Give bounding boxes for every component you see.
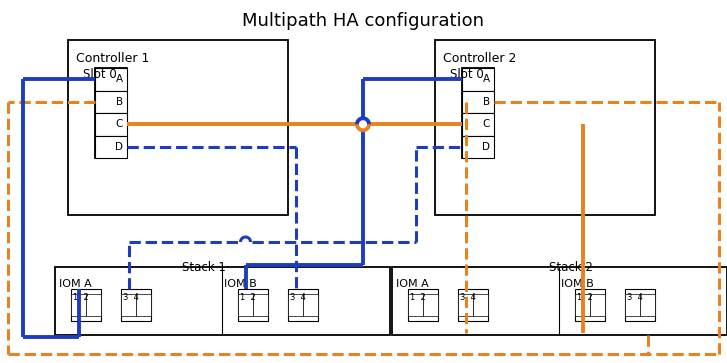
Text: Multipath HA configuration: Multipath HA configuration [243, 12, 484, 30]
Text: C: C [483, 119, 490, 129]
Text: Slot 0: Slot 0 [450, 68, 483, 81]
Bar [238, 289, 268, 321]
Bar [462, 68, 494, 90]
Bar [121, 294, 136, 316]
Text: Stack 2: Stack 2 [549, 261, 593, 274]
Text: 1  2: 1 2 [577, 293, 593, 302]
Text: Slot 0: Slot 0 [83, 68, 117, 81]
Bar [121, 289, 151, 321]
Text: 3  4: 3 4 [627, 293, 643, 302]
Bar [303, 294, 318, 316]
Bar [288, 289, 318, 321]
Bar [95, 90, 127, 113]
Text: B: B [483, 97, 490, 107]
Bar [575, 294, 590, 316]
Bar [288, 294, 303, 316]
Text: 1  2: 1 2 [410, 293, 426, 302]
Bar [625, 289, 655, 321]
Text: 3  4: 3 4 [460, 293, 476, 302]
Text: 1  2: 1 2 [73, 293, 89, 302]
Bar [462, 68, 494, 158]
Bar [55, 267, 390, 335]
Text: 3  4: 3 4 [290, 293, 306, 302]
Bar [625, 294, 640, 316]
Bar [71, 289, 101, 321]
Text: 1  2: 1 2 [240, 293, 256, 302]
Bar [408, 294, 423, 316]
Bar [253, 294, 268, 316]
Bar [458, 289, 488, 321]
Bar [95, 68, 127, 158]
Text: Controller 2: Controller 2 [443, 52, 516, 65]
Text: IOM B: IOM B [561, 279, 594, 289]
Bar [136, 294, 151, 316]
Bar [71, 294, 86, 316]
Bar [640, 294, 655, 316]
Bar [462, 90, 494, 113]
Bar [68, 40, 288, 215]
Bar [590, 294, 605, 316]
Text: IOM A: IOM A [396, 279, 429, 289]
Bar [458, 294, 473, 316]
Text: 3  4: 3 4 [123, 293, 139, 302]
Bar [95, 113, 127, 135]
Bar [462, 113, 494, 135]
Bar [86, 294, 101, 316]
Text: IOM A: IOM A [59, 279, 92, 289]
Bar [95, 68, 127, 90]
Text: D: D [482, 142, 490, 152]
Text: A: A [483, 74, 490, 84]
Bar [473, 294, 488, 316]
Bar [462, 135, 494, 158]
Bar [423, 294, 438, 316]
Bar [435, 40, 655, 215]
Text: D: D [115, 142, 123, 152]
Text: A: A [116, 74, 123, 84]
Text: B: B [116, 97, 123, 107]
Text: Stack 1: Stack 1 [182, 261, 226, 274]
Text: Controller 1: Controller 1 [76, 52, 149, 65]
Text: C: C [116, 119, 123, 129]
Text: IOM B: IOM B [224, 279, 257, 289]
Bar [95, 135, 127, 158]
Bar [392, 267, 727, 335]
Bar [408, 289, 438, 321]
Bar [575, 289, 605, 321]
Bar [238, 294, 253, 316]
